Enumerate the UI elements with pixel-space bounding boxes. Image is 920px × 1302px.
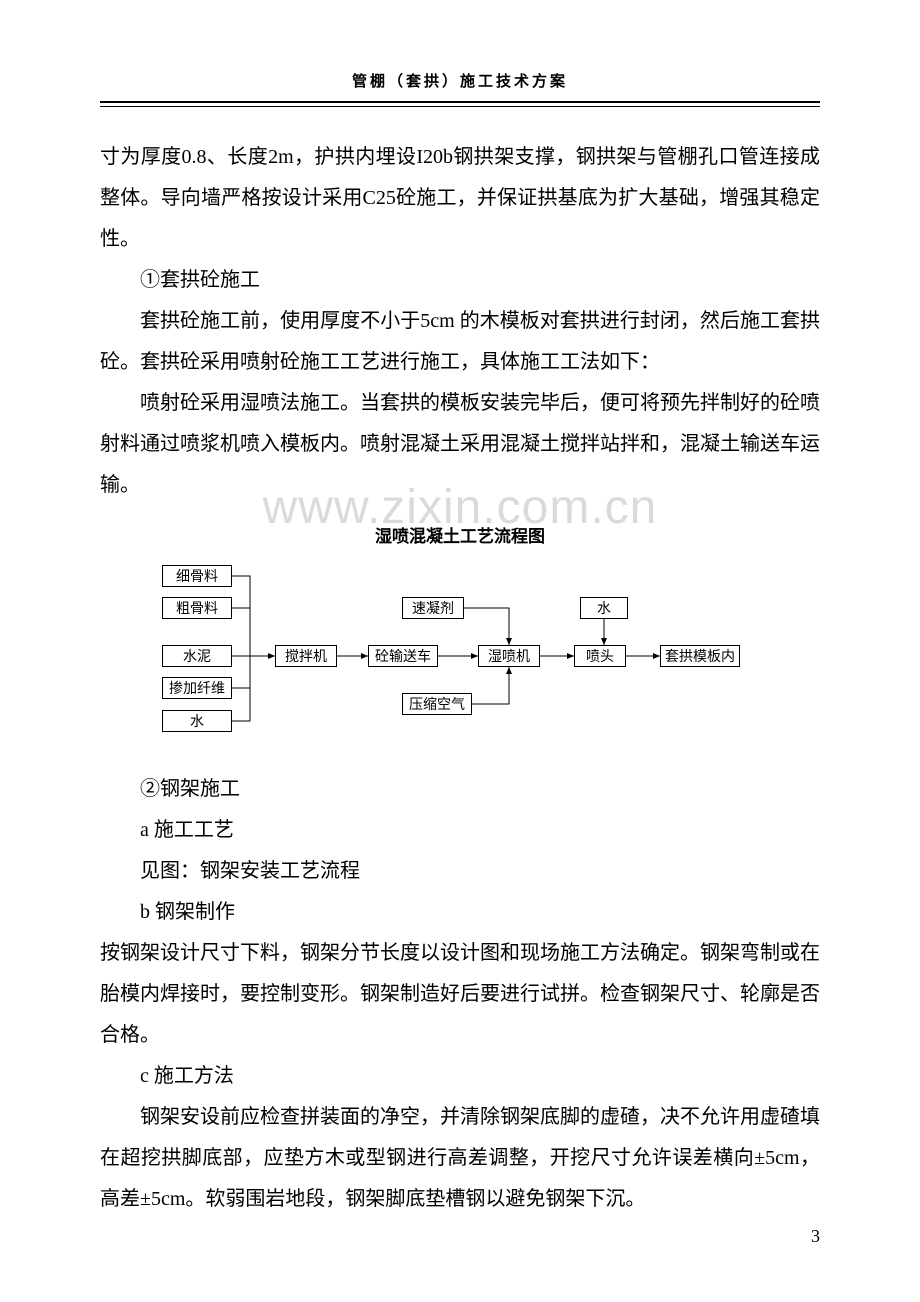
paragraph: c 施工方法 <box>100 1056 820 1097</box>
flowchart-node: 水泥 <box>162 645 232 667</box>
flowchart-node: 水 <box>162 710 232 732</box>
paragraph: ①套拱砼施工 <box>100 260 820 301</box>
paragraph: b 钢架制作 <box>100 892 820 933</box>
paragraph: 钢架安设前应检查拼装面的净空，并清除钢架底脚的虚碴，决不允许用虚碴填在超挖拱脚底… <box>100 1097 820 1220</box>
paragraph: 寸为厚度0.8、长度2m，护拱内埋设I20b钢拱架支撑，钢拱架与管棚孔口管连接成… <box>100 137 820 260</box>
flowchart-edge <box>232 576 250 656</box>
flowchart-title: 湿喷混凝土工艺流程图 <box>100 522 820 547</box>
header-rule-thin <box>100 106 820 107</box>
flowchart-node: 砼输送车 <box>368 645 438 667</box>
flowchart-node: 水 <box>580 597 628 619</box>
flowchart-edge <box>464 608 509 645</box>
flowchart-node: 压缩空气 <box>402 693 472 715</box>
paragraph: ②钢架施工 <box>100 769 820 810</box>
flowchart-node: 套拱模板内 <box>660 645 740 667</box>
flowchart-node: 湿喷机 <box>478 645 540 667</box>
paragraph: 套拱砼施工前，使用厚度不小于5cm 的木模板对套拱进行封闭，然后施工套拱砼。套拱… <box>100 301 820 383</box>
page-header-title: 管棚（套拱）施工技术方案 <box>100 70 820 101</box>
flowchart: 细骨料粗骨料水泥掺加纤维水搅拌机速凝剂砼输送车压缩空气湿喷机水喷头套拱模板内 <box>100 565 820 755</box>
flowchart-node: 速凝剂 <box>402 597 464 619</box>
flowchart-node: 细骨料 <box>162 565 232 587</box>
flowchart-node: 喷头 <box>574 645 626 667</box>
flowchart-node: 粗骨料 <box>162 597 232 619</box>
flowchart-node: 掺加纤维 <box>162 677 232 699</box>
paragraph: 按钢架设计尺寸下料，钢架分节长度以设计图和现场施工方法确定。钢架弯制或在胎模内焊… <box>100 933 820 1056</box>
paragraph: a 施工工艺 <box>100 810 820 851</box>
paragraph: 见图：钢架安装工艺流程 <box>100 851 820 892</box>
header-rule-thick <box>100 101 820 103</box>
paragraph: 喷射砼采用湿喷法施工。当套拱的模板安装完毕后，便可将预先拌制好的砼喷射料通过喷浆… <box>100 383 820 506</box>
flowchart-edge <box>232 608 250 656</box>
flowchart-edge <box>232 656 250 688</box>
flowchart-node: 搅拌机 <box>275 645 337 667</box>
flowchart-edge <box>472 667 509 704</box>
page-number: 3 <box>811 1226 820 1247</box>
